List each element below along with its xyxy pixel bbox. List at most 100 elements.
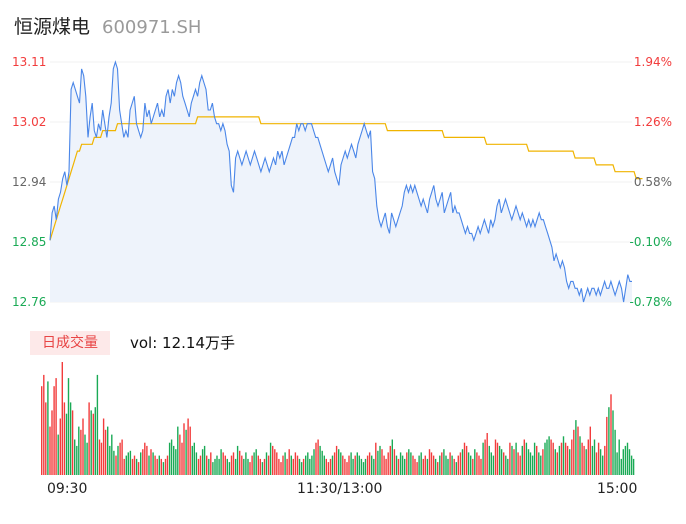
- volume-bar: [179, 434, 181, 475]
- y-left-tick: 12.94: [12, 175, 46, 189]
- volume-bar: [247, 458, 249, 475]
- volume-bar: [338, 449, 340, 475]
- stock-code: 600971.SH: [102, 17, 202, 38]
- volume-bar: [45, 402, 47, 475]
- volume-bar: [585, 449, 587, 475]
- volume-bar: [591, 445, 594, 475]
- volume-bar: [170, 439, 173, 475]
- volume-bar: [496, 442, 499, 475]
- volume-bar: [426, 458, 429, 475]
- volume-bar: [321, 450, 323, 475]
- volume-bar: [348, 455, 350, 475]
- volume-bar: [366, 455, 369, 475]
- volume-bar: [86, 442, 88, 475]
- volume-bar: [286, 458, 288, 475]
- volume-bar: [41, 386, 43, 475]
- volume-bar: [368, 452, 371, 475]
- volume-bar: [317, 439, 319, 475]
- volume-bar: [199, 455, 202, 475]
- volume-bar: [329, 458, 332, 475]
- volume-bar: [395, 455, 398, 475]
- y-axis-labels: 13.11 1.94% 13.02 1.26% 12.94 0.58% 12.85 -0.10…: [12, 55, 672, 309]
- volume-bar: [74, 439, 76, 475]
- x-tick-open: 09:30: [47, 481, 88, 497]
- average-price-line: [49, 116, 643, 241]
- volume-bar: [131, 458, 134, 475]
- volume-bar: [389, 445, 391, 475]
- volume-bar: [437, 462, 439, 475]
- volume-bar: [478, 455, 480, 475]
- volume-bar: [564, 442, 567, 475]
- volume-bar: [102, 418, 105, 475]
- volume-bar: [146, 445, 148, 475]
- volume-bar: [98, 439, 101, 475]
- volume-bar: [142, 449, 144, 475]
- volume-bar: [525, 442, 528, 475]
- volume-bar: [267, 455, 270, 475]
- volume-bar: [51, 410, 53, 475]
- volume-bar: [577, 426, 579, 475]
- volume-bar: [311, 455, 313, 475]
- volume-bar: [529, 452, 532, 475]
- volume-bar: [278, 458, 280, 475]
- volume-bar: [49, 426, 51, 475]
- volume-bar: [562, 436, 565, 475]
- volume-bar: [119, 442, 121, 475]
- volume-bar: [76, 445, 78, 475]
- volume-bar: [298, 458, 301, 475]
- volume-bar: [135, 458, 138, 475]
- volume-bar: [239, 450, 241, 475]
- volume-bar: [418, 455, 420, 475]
- volume-bar: [269, 442, 272, 475]
- volume-bar: [241, 455, 243, 475]
- volume-bar: [309, 458, 311, 475]
- volume-bar: [197, 458, 200, 475]
- volume-bar: [397, 458, 400, 475]
- volume-bar: [430, 452, 433, 475]
- volume-bar: [282, 455, 284, 475]
- volume-bar: [218, 458, 220, 475]
- y-right-tick: 1.94%: [634, 55, 672, 69]
- volume-bar: [410, 452, 412, 475]
- volume-bar: [480, 458, 482, 475]
- volume-bar: [245, 452, 247, 475]
- volume-bar: [206, 455, 208, 475]
- volume-bar: [509, 442, 511, 475]
- volume-bar: [556, 452, 558, 475]
- volume-bar: [220, 449, 222, 475]
- volume-bar: [284, 452, 286, 475]
- volume-bar: [628, 449, 631, 475]
- volume-bar: [604, 445, 606, 475]
- volume-bar: [560, 442, 563, 475]
- volume-bar: [208, 458, 210, 475]
- volume-bar: [55, 378, 57, 475]
- volume-bar: [587, 439, 589, 475]
- volume-bar: [484, 439, 486, 475]
- volume-bar: [364, 458, 367, 475]
- volume-bar: [381, 449, 383, 475]
- volume-bar: [356, 452, 358, 475]
- volume-bar: [313, 449, 315, 475]
- volume-bar: [420, 452, 422, 475]
- volume-bar: [333, 452, 336, 475]
- volume-bar: [610, 394, 612, 475]
- volume-bar: [210, 452, 212, 475]
- y-left-tick: 12.76: [12, 295, 46, 309]
- volume-bar: [552, 442, 554, 475]
- volume-bar: [482, 442, 484, 475]
- volume-bar: [340, 452, 342, 475]
- volume-bar: [566, 445, 569, 475]
- volume-bar: [232, 452, 235, 475]
- volume-bar: [57, 434, 59, 475]
- volume-bar: [406, 452, 408, 475]
- x-tick-midday: 11:30/13:00: [297, 481, 383, 497]
- volume-bar: [350, 452, 352, 475]
- volume-bar: [53, 386, 55, 475]
- volume-bar: [162, 462, 165, 475]
- volume-bar: [230, 455, 233, 475]
- volume-bar: [379, 445, 381, 475]
- volume-bar: [404, 458, 406, 475]
- volume-bar: [377, 450, 379, 475]
- volume-bar: [253, 452, 255, 475]
